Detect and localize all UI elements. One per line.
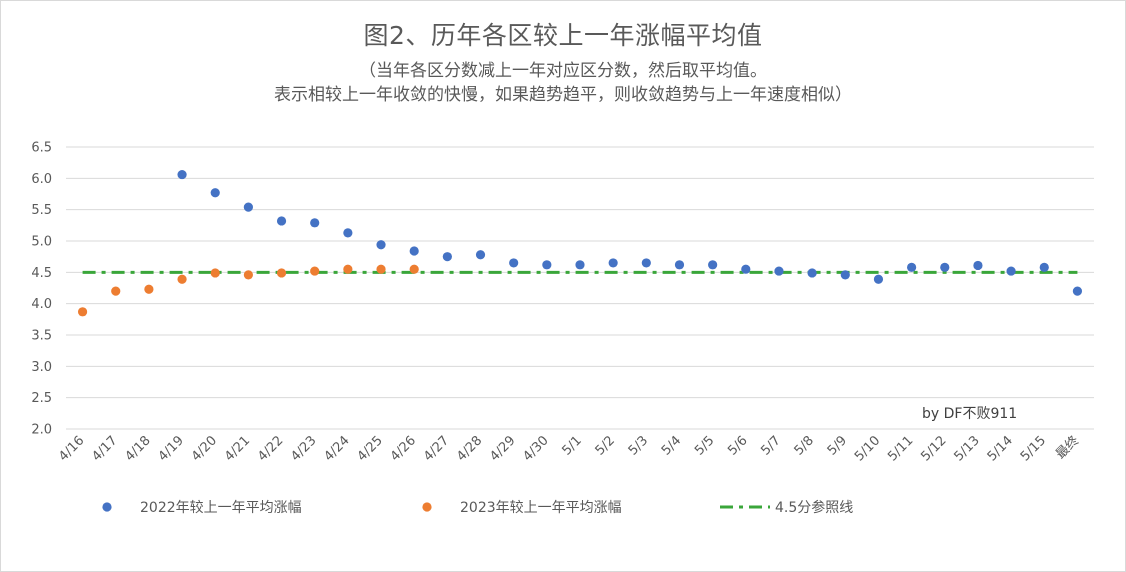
data-point-series-1: [542, 260, 552, 270]
data-point-series-1: [973, 260, 983, 271]
y-tick-label: 5.0: [31, 235, 52, 250]
data-point-series-1: [873, 274, 884, 284]
x-tick-label: 4/27: [421, 433, 452, 464]
data-point-series-1: [674, 260, 685, 270]
data-point-series-2: [376, 264, 386, 274]
y-tick-label: 3.5: [31, 329, 52, 344]
y-tick-label: 4.5: [31, 266, 52, 281]
x-tick-label: 4/18: [122, 433, 153, 464]
y-tick-label: 2.5: [31, 391, 52, 406]
data-point-series-1: [343, 228, 353, 238]
data-point-series-1: [475, 250, 486, 260]
data-point-series-1: [310, 218, 320, 228]
legend: 2022年较上一年平均涨幅 2023年较上一年平均涨幅 4.5分参照线: [102, 499, 853, 516]
data-point-series-1: [177, 169, 187, 180]
data-point-series-2: [144, 284, 154, 294]
legend-label: 2023年较上一年平均涨幅: [460, 500, 622, 516]
x-tick-label: 4/25: [355, 433, 386, 464]
data-point-series-1: [1039, 262, 1049, 272]
x-tick-label: 5/12: [918, 433, 949, 464]
data-point-series-1: [641, 258, 651, 268]
data-point-series-2: [343, 264, 353, 274]
x-tick-label: 4/19: [156, 433, 187, 464]
x-tick-label: 5/7: [758, 433, 783, 458]
chart-subtitle-line-2: 表示相较上一年收敛的快慢，如果趋势趋平，则收敛趋势与上一年速度相似）: [274, 85, 852, 105]
data-point-series-1: [442, 252, 452, 262]
y-tick-label: 4.0: [31, 297, 52, 312]
x-tick-label: 最终: [1053, 433, 1083, 463]
x-tick-label: 4/23: [288, 433, 319, 464]
y-tick-label: 6.5: [31, 141, 52, 156]
y-tick-label: 6.0: [31, 172, 52, 187]
x-tick-label: 5/9: [825, 433, 850, 458]
data-point-series-1: [376, 240, 386, 250]
x-tick-label: 5/10: [852, 433, 883, 464]
data-point-series-1: [840, 270, 850, 280]
data-point-series-1: [276, 216, 287, 226]
data-point-series-1: [741, 264, 751, 274]
x-tick-label: 5/1: [559, 433, 584, 458]
x-tick-label: 5/15: [1018, 433, 1049, 464]
legend-swatch-marker: [102, 502, 112, 512]
data-point-series-1: [807, 268, 817, 278]
data-point-series-2: [111, 286, 121, 296]
x-tick-label: 5/11: [885, 433, 916, 464]
data-point-series-1: [1006, 266, 1016, 276]
data-point-series-1: [210, 188, 220, 198]
data-point-series-2: [243, 270, 253, 280]
x-tick-label: 4/30: [520, 433, 551, 464]
x-axis-ticks: 4/16 4/17 4/18 4/19 4/20 4/21 4/22 4/23 4/24 4/25…: [56, 433, 1082, 465]
x-tick-label: 4/24: [321, 433, 352, 464]
data-point-series-1: [575, 260, 585, 270]
x-tick-label: 4/26: [388, 433, 419, 464]
x-tick-label: 4/22: [255, 433, 286, 464]
data-point-series-1: [907, 262, 917, 272]
data-point-series-2: [276, 268, 287, 278]
chart-title: 图2、历年各区较上一年涨幅平均值: [363, 21, 763, 50]
y-tick-label: 5.5: [31, 203, 52, 218]
y-axis-ticks: 6.5 6.0 5.5 5.0 4.5 4.0 3.5 3.0 2.5 2.0: [31, 141, 52, 438]
data-point-series-1: [940, 262, 950, 272]
x-tick-label: 5/4: [659, 433, 684, 458]
x-tick-label: 4/29: [487, 433, 518, 464]
legend-swatch-marker: [422, 502, 432, 512]
x-tick-label: 4/20: [189, 433, 220, 464]
x-tick-label: 5/3: [626, 433, 651, 458]
credit-annotation: by DF不败911: [922, 406, 1017, 422]
data-point-series-1: [509, 258, 519, 268]
x-tick-label: 5/8: [792, 433, 817, 458]
y-tick-label: 2.0: [31, 423, 52, 438]
data-point-series-1: [409, 246, 419, 256]
x-tick-label: 4/28: [454, 433, 485, 464]
data-point-series-2: [210, 268, 220, 278]
chart-subtitle-line-1: （当年各区分数减上一年对应区分数，然后取平均值。: [359, 61, 767, 81]
data-points: [77, 169, 1083, 317]
x-tick-label: 4/21: [222, 433, 253, 464]
legend-label: 4.5分参照线: [775, 499, 853, 516]
x-tick-label: 5/14: [985, 433, 1016, 464]
x-tick-label: 4/17: [89, 433, 120, 464]
data-point-series-2: [177, 274, 187, 284]
data-point-series-1: [708, 260, 718, 270]
data-point-series-1: [774, 266, 784, 276]
x-tick-label: 5/2: [593, 433, 618, 458]
x-tick-label: 5/6: [725, 433, 750, 458]
x-tick-label: 4/16: [56, 433, 87, 464]
data-point-series-1: [608, 258, 618, 268]
y-tick-label: 3.0: [31, 360, 52, 375]
data-point-series-2: [77, 307, 88, 317]
legend-label: 2022年较上一年平均涨幅: [140, 500, 302, 516]
x-tick-label: 5/13: [952, 433, 983, 464]
data-point-series-1: [243, 202, 253, 212]
data-point-series-2: [310, 266, 320, 276]
x-tick-label: 5/5: [692, 433, 717, 458]
data-point-series-2: [409, 264, 419, 274]
gridlines: [66, 146, 1094, 430]
data-point-series-1: [1072, 286, 1083, 296]
